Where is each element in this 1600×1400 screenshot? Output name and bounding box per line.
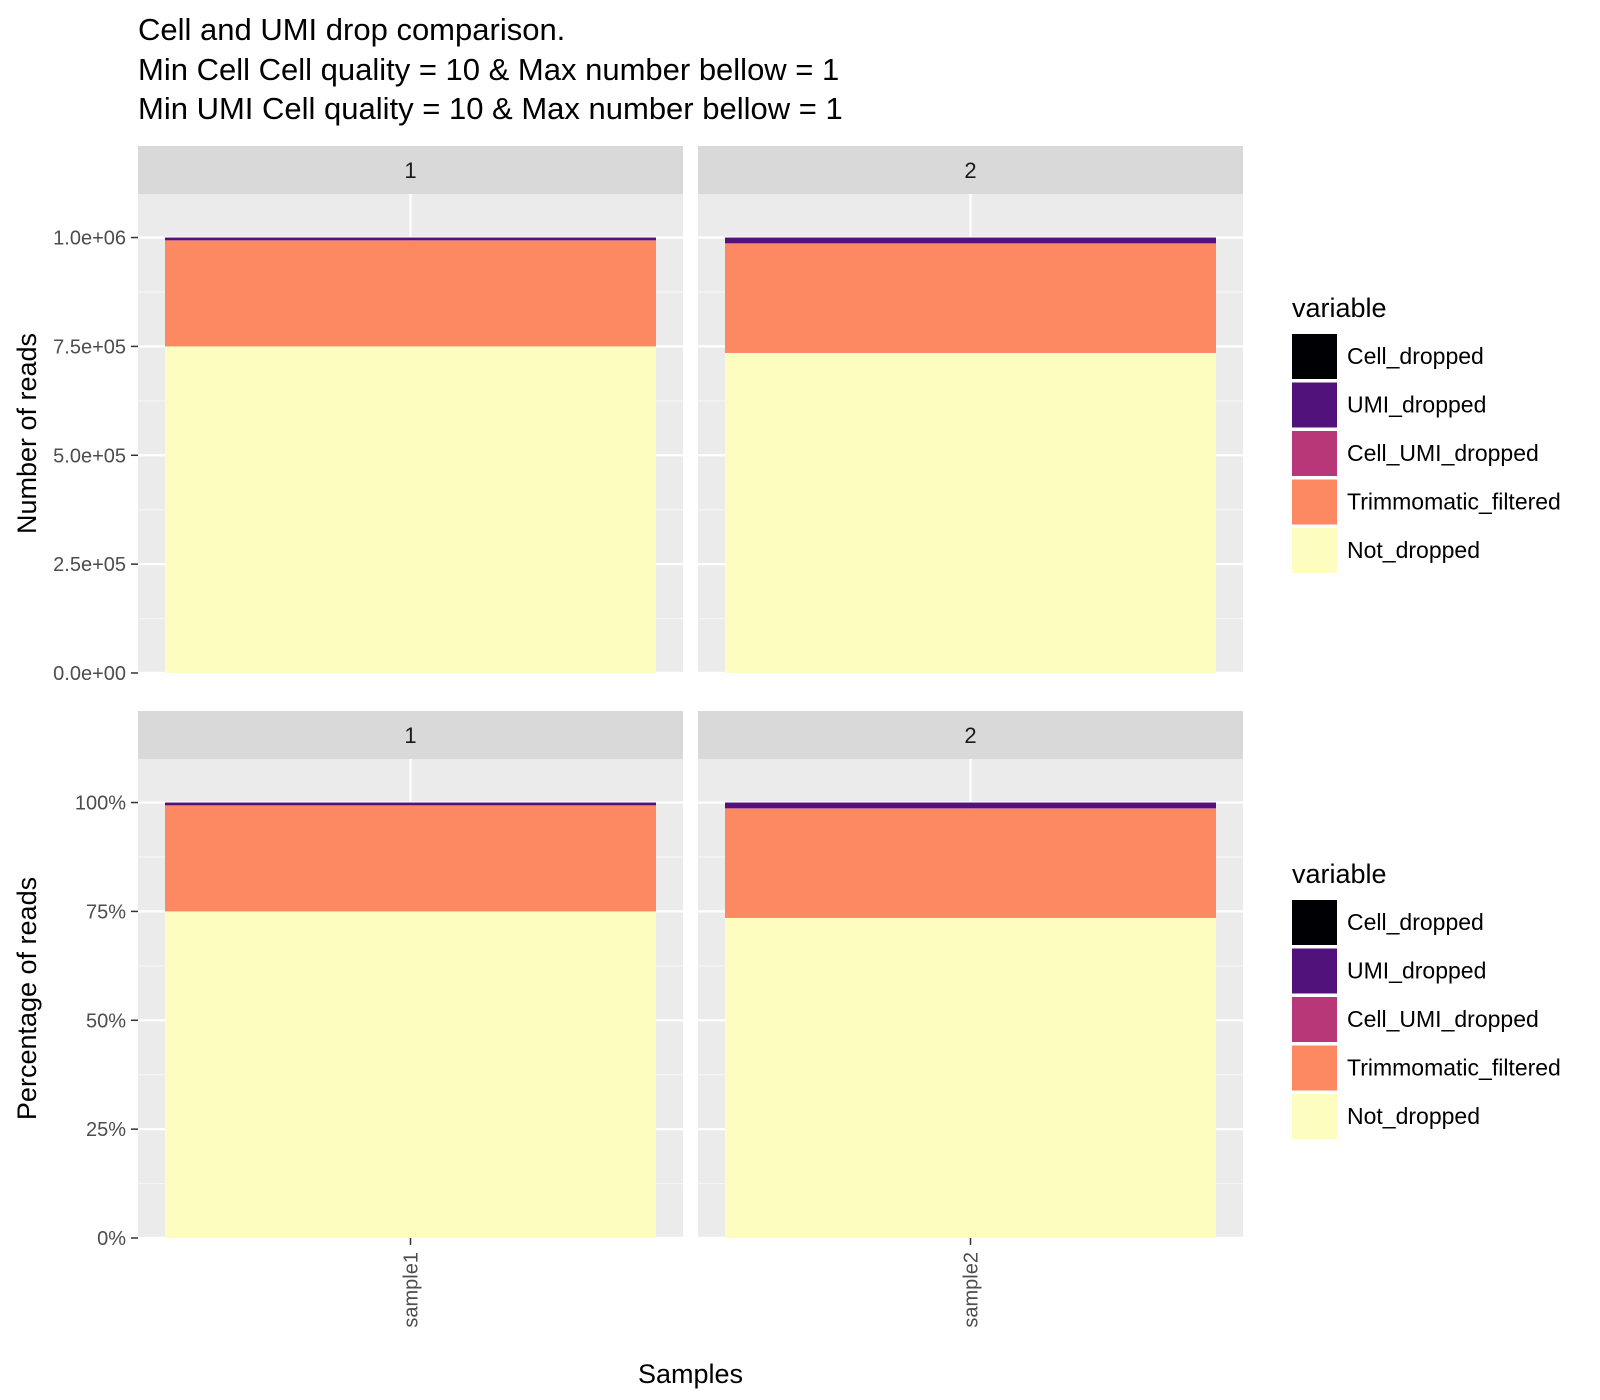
legend-key-Not_dropped	[1292, 528, 1337, 573]
legend-title: variable	[1292, 293, 1387, 323]
bar-Not_dropped-sample2	[725, 917, 1216, 1238]
legend-key-Cell_dropped	[1292, 334, 1337, 379]
bar-Trimmomatic_filtered-sample1	[165, 805, 656, 912]
bar-Trimmomatic_filtered-sample2	[725, 243, 1216, 353]
facet-strip	[698, 711, 1243, 759]
facet-panel-1: 1	[138, 711, 683, 1240]
facet-strip-label: 2	[964, 723, 976, 748]
y-tick-label: 75%	[86, 901, 126, 923]
legend-label-Not_dropped: Not_dropped	[1347, 537, 1480, 563]
facet-panel-1: 1	[138, 146, 683, 675]
y-tick-label: 0.0e+00	[53, 663, 126, 685]
legend-label-Trimmomatic_filtered: Trimmomatic_filtered	[1347, 489, 1561, 515]
title-line-1: Cell and UMI drop comparison.	[138, 12, 565, 47]
chart-row-1: 1 2 0.0e+00 2.5e+05 5.0e+05 7.5e+05 1.0e+06 Num…	[12, 146, 1243, 685]
chart-row-2: 1 2 0% 25% 50% 75% 100% Percentage of reads	[12, 711, 1243, 1250]
legend-label-UMI_dropped: UMI_dropped	[1347, 958, 1486, 984]
legend-2: variable Cell_dropped UMI_dropped Cell_UMI_…	[1292, 859, 1561, 1139]
facet-strip	[138, 146, 683, 194]
bar-Trimmomatic_filtered-sample1	[165, 240, 656, 347]
y-tick-label: 100%	[75, 793, 126, 815]
facet-panel-2: 2	[698, 146, 1243, 675]
legend-label-Cell_dropped: Cell_dropped	[1347, 909, 1484, 935]
legend-title: variable	[1292, 859, 1387, 889]
legend-key-UMI_dropped	[1292, 382, 1337, 428]
y-tick-label: 7.5e+05	[53, 336, 126, 358]
facet-strip-label: 1	[404, 723, 416, 748]
x-tick-label: sample1	[401, 1252, 423, 1328]
legend-label-Cell_UMI_dropped: Cell_UMI_dropped	[1347, 440, 1539, 466]
bar-UMI_dropped-sample1	[165, 802, 656, 806]
facet-strip-label: 1	[404, 158, 416, 183]
bar-UMI_dropped-sample2	[725, 802, 1216, 809]
legend-key-Cell_dropped	[1292, 900, 1337, 945]
y-tick-label: 2.5e+05	[53, 554, 126, 576]
y-tick-label: 50%	[86, 1010, 126, 1032]
bar-UMI_dropped-sample1	[165, 237, 656, 241]
legend-key-Trimmomatic_filtered	[1292, 479, 1337, 525]
legend-label-Cell_dropped: Cell_dropped	[1347, 343, 1484, 369]
x-tick-label: sample2	[961, 1252, 983, 1328]
bar-Trimmomatic_filtered-sample2	[725, 808, 1216, 918]
legend-label-Not_dropped: Not_dropped	[1347, 1103, 1480, 1129]
bar-Not_dropped-sample1	[165, 346, 656, 673]
legend-key-Trimmomatic_filtered	[1292, 1045, 1337, 1091]
legend-key-Cell_UMI_dropped	[1292, 997, 1337, 1042]
facet-panel-2: 2	[698, 711, 1243, 1240]
legend-1: variable Cell_dropped UMI_dropped Cell_UMI_…	[1292, 293, 1561, 573]
plot-area: 1 2 0.0e+00 2.5e+05 5.0e+05 7.5e+05 1.0e+06 Num…	[12, 146, 1243, 1389]
y-tick-label: 1.0e+06	[53, 228, 126, 250]
y-axis-title: Number of reads	[12, 333, 42, 534]
chart-title: Cell and UMI drop comparison. Min Cell Ce…	[138, 12, 843, 126]
legends: variable Cell_dropped UMI_dropped Cell_UMI_…	[1292, 293, 1561, 1139]
legend-label-UMI_dropped: UMI_dropped	[1347, 392, 1486, 418]
legend-key-Not_dropped	[1292, 1094, 1337, 1139]
legend-key-UMI_dropped	[1292, 948, 1337, 994]
legend-key-Cell_UMI_dropped	[1292, 431, 1337, 476]
y-axis-title: Percentage of reads	[12, 877, 42, 1120]
x-axis-title: Samples	[638, 1359, 743, 1389]
y-tick-label: 5.0e+05	[53, 445, 126, 467]
facet-strip-label: 2	[964, 158, 976, 183]
title-line-3: Min UMI Cell quality = 10 & Max number b…	[138, 91, 843, 126]
y-tick-label: 25%	[86, 1119, 126, 1141]
facet-strip	[138, 711, 683, 759]
x-axis: sample1 sample2 Samples	[401, 1238, 983, 1389]
bar-UMI_dropped-sample2	[725, 237, 1216, 244]
legend-label-Trimmomatic_filtered: Trimmomatic_filtered	[1347, 1055, 1561, 1081]
facet-strip	[698, 146, 1243, 194]
legend-label-Cell_UMI_dropped: Cell_UMI_dropped	[1347, 1006, 1539, 1032]
y-tick-label: 0%	[97, 1228, 126, 1250]
bar-Not_dropped-sample1	[165, 911, 656, 1238]
title-line-2: Min Cell Cell quality = 10 & Max number …	[138, 52, 839, 87]
bar-Not_dropped-sample2	[725, 352, 1216, 673]
